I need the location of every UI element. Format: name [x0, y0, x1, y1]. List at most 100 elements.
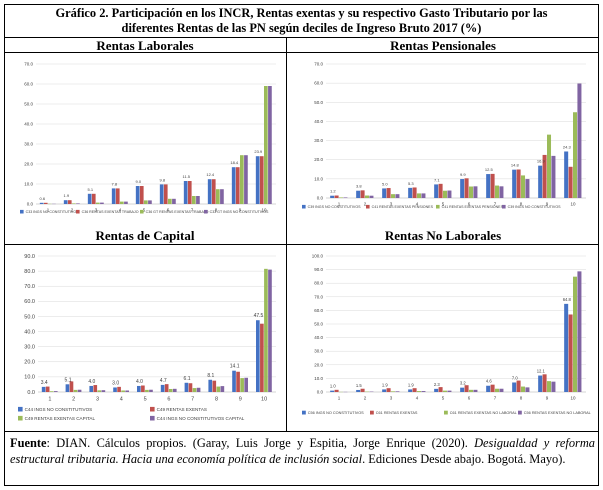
- y-tick-label: 60.0: [314, 81, 323, 86]
- source-book-title: Desigualdad y reforma estructural tribut…: [10, 436, 595, 466]
- bar: [39, 202, 44, 204]
- y-tick-label: 70.0: [314, 62, 323, 67]
- data-label: 23.9: [254, 149, 263, 154]
- bar: [240, 378, 244, 392]
- data-label: 7.1: [434, 177, 440, 182]
- x-tick-label: 8: [520, 396, 523, 401]
- bar: [101, 390, 106, 392]
- x-tick-label: 3: [95, 208, 98, 213]
- bar: [512, 382, 517, 392]
- y-tick-label: 80.0: [314, 281, 323, 286]
- bar: [434, 388, 439, 392]
- bar: [100, 202, 104, 204]
- y-tick-label: 40.0: [24, 329, 35, 335]
- legend-swatch: [302, 204, 306, 209]
- bar: [391, 391, 396, 392]
- bar: [183, 181, 188, 204]
- legend-label: C61 RENTAS EXENTAS: [376, 411, 418, 415]
- bar: [220, 189, 224, 204]
- bar: [244, 155, 248, 204]
- y-tick-label: 0.0: [317, 390, 324, 395]
- y-tick-label: 20.0: [314, 362, 323, 367]
- bar: [96, 202, 100, 204]
- legend-label: C44 INGS NO CONSTITUTIVOS: [25, 407, 93, 412]
- data-label: 1.5: [356, 383, 362, 388]
- bar: [408, 389, 413, 392]
- bar: [264, 86, 268, 204]
- bar: [187, 181, 192, 204]
- bar: [486, 385, 491, 392]
- y-tick-label: 30.0: [24, 142, 33, 147]
- bar: [207, 179, 212, 204]
- legend-label: C39 INGS NO CONSTITUTIVOS: [308, 205, 362, 209]
- y-tick-label: 90.0: [314, 267, 323, 272]
- bar: [490, 173, 495, 198]
- y-tick-label: 60.0: [314, 308, 323, 313]
- bar: [160, 384, 165, 392]
- legend-swatch: [18, 406, 23, 412]
- legend-swatch: [76, 209, 80, 214]
- legend-label: C56 RENTAS EXENTAS NO LABORAL: [524, 411, 591, 415]
- x-tick-label: 3: [390, 202, 393, 207]
- bar: [115, 188, 120, 204]
- y-tick-label: 30.0: [314, 138, 323, 143]
- bar: [438, 183, 443, 198]
- bar: [196, 387, 201, 392]
- bar: [188, 383, 193, 392]
- bar: [144, 200, 148, 204]
- y-tick-label: 50.0: [314, 100, 323, 105]
- x-tick-label: 4: [119, 208, 122, 213]
- bar: [551, 155, 556, 198]
- y-tick-label: 90.0: [24, 254, 35, 260]
- x-tick-label: 10: [261, 397, 267, 403]
- bar: [216, 189, 220, 204]
- bar: [495, 185, 500, 198]
- bar: [542, 154, 547, 198]
- data-label: 12.1: [537, 369, 546, 374]
- bar: [49, 391, 54, 392]
- data-label: 5.1: [88, 187, 94, 192]
- divider: [4, 244, 599, 245]
- bar: [141, 385, 145, 392]
- bar: [516, 380, 521, 392]
- data-label: 12.4: [206, 172, 215, 177]
- bar: [408, 187, 413, 198]
- x-tick-label: 4: [416, 396, 419, 401]
- bar: [421, 391, 426, 392]
- data-label: 1.2: [330, 189, 336, 194]
- bar: [220, 386, 225, 392]
- bar: [139, 186, 144, 204]
- bar: [268, 269, 272, 392]
- bar: [564, 151, 569, 198]
- bar: [356, 190, 361, 198]
- y-tick-label: 60.0: [24, 299, 35, 305]
- bar: [521, 386, 526, 392]
- bar: [208, 379, 213, 392]
- x-tick-label: 1: [338, 202, 341, 207]
- bar: [87, 193, 92, 204]
- bar: [547, 134, 552, 198]
- bar: [438, 387, 443, 392]
- bar: [512, 169, 517, 198]
- bar: [538, 165, 543, 198]
- divider: [4, 37, 599, 38]
- bar: [339, 197, 344, 198]
- legend-swatch: [436, 204, 440, 209]
- bar: [232, 370, 236, 392]
- bar: [41, 386, 46, 392]
- bar: [551, 381, 556, 392]
- legend-swatch: [140, 209, 144, 214]
- chart-laborales: 0.0 10.0 20.0 30.0 40.0 50.0 60.0 70.0 0.6 1 1.9 2 5…: [10, 56, 282, 221]
- x-tick-label: 10: [261, 208, 267, 213]
- data-label: 5.3: [408, 181, 414, 186]
- data-label: 1.9: [382, 382, 388, 387]
- y-tick-label: 10.0: [314, 376, 323, 381]
- x-tick-label: 8: [215, 208, 218, 213]
- bar: [163, 184, 168, 204]
- y-tick-label: 10.0: [24, 375, 35, 381]
- data-label: 5.0: [382, 181, 388, 186]
- bar: [460, 387, 465, 392]
- y-tick-label: 100.0: [312, 254, 324, 259]
- x-tick-label: 5: [144, 397, 147, 403]
- legend-swatch: [370, 410, 374, 415]
